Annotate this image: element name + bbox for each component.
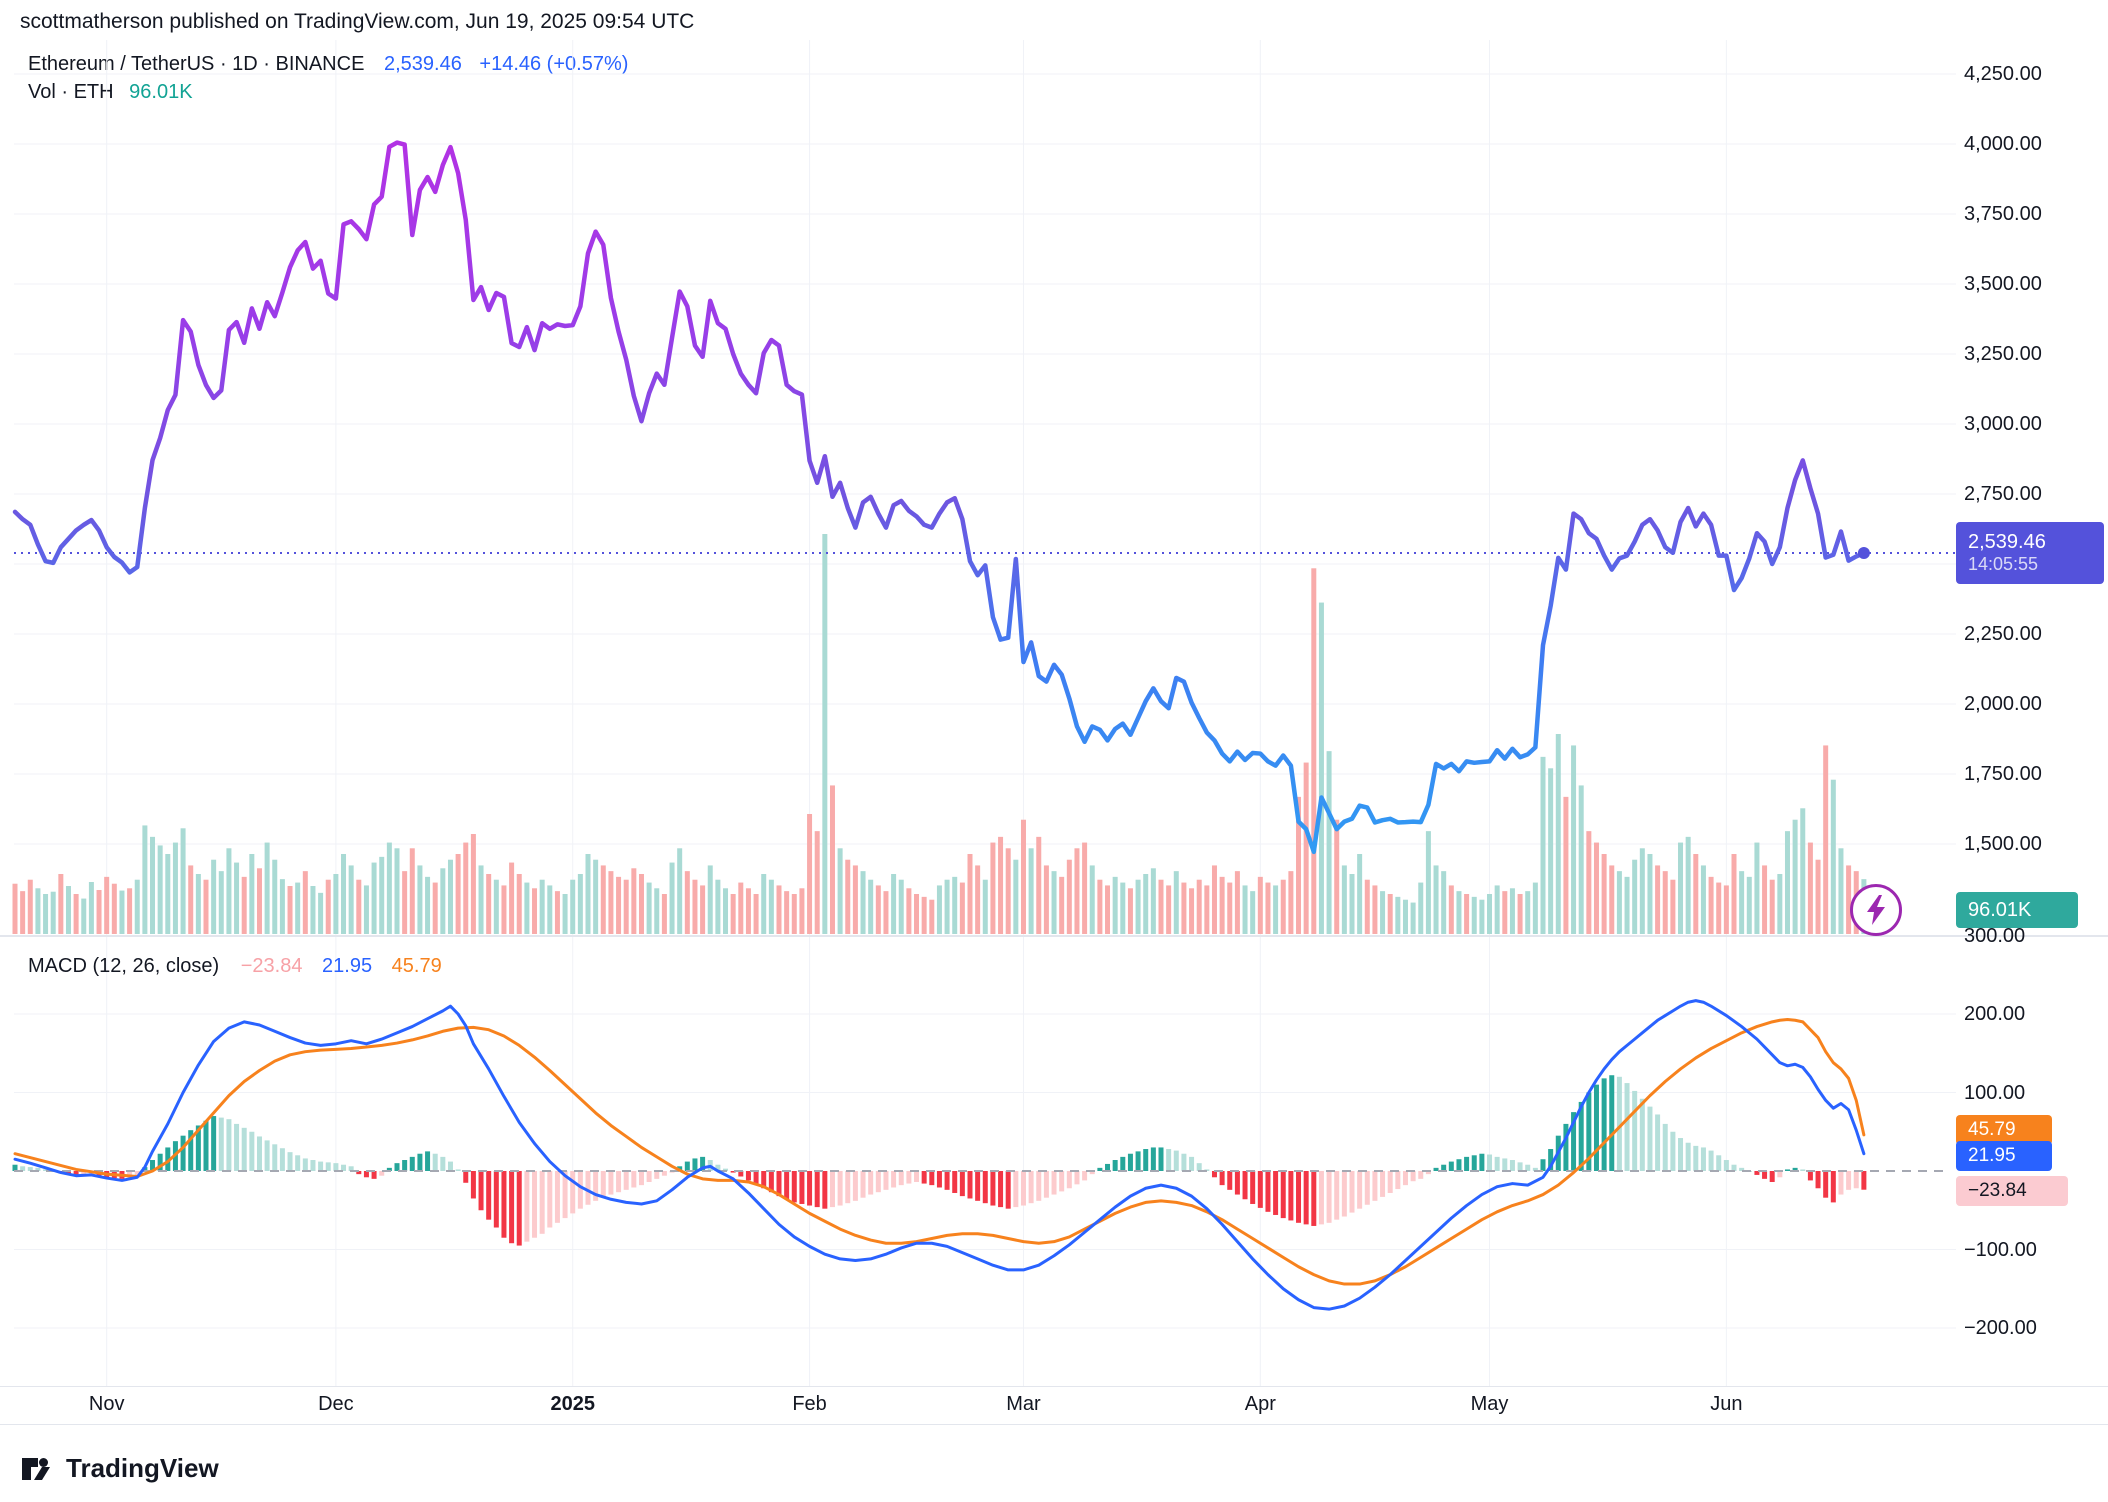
macd-line-value: 21.95 bbox=[322, 955, 373, 977]
macd-signal-value: 45.79 bbox=[391, 955, 442, 977]
price-axis-label: 2,750.00 bbox=[1964, 483, 2042, 505]
price-axis-label: 4,000.00 bbox=[1964, 133, 2042, 155]
tradingview-logo[interactable]: TradingView bbox=[20, 1450, 219, 1486]
volume-value: 96.01K bbox=[129, 81, 193, 103]
price-axis-label: 3,000.00 bbox=[1964, 413, 2042, 435]
time-axis-label: Apr bbox=[1244, 1393, 1276, 1415]
brand-name: TradingView bbox=[66, 1452, 219, 1483]
price-axis-label: 1,750.00 bbox=[1964, 763, 2042, 785]
price-axis-label: 2,250.00 bbox=[1964, 623, 2042, 645]
time-axis-label: May bbox=[1470, 1393, 1509, 1415]
price-change: +14.46 (+0.57%) bbox=[479, 53, 629, 75]
price-axis-label: 3,250.00 bbox=[1964, 343, 2042, 365]
macd-legend: MACD (12, 26, close) −23.84 21.95 45.79 bbox=[28, 955, 442, 978]
volume-badge: 96.01K bbox=[1956, 892, 2078, 928]
tradingview-logo-icon bbox=[22, 1458, 50, 1480]
time-axis-label: Mar bbox=[1006, 1393, 1041, 1415]
time-axis-top-border bbox=[0, 1386, 2108, 1387]
macd-axis-label: 300.00 bbox=[1964, 924, 2026, 947]
time-axis-label: 2025 bbox=[550, 1393, 595, 1415]
macd-axis-label: −100.00 bbox=[1964, 1238, 2037, 1261]
time-axis-label: Feb bbox=[792, 1393, 827, 1415]
publish-header: scottmatherson published on TradingView.… bbox=[20, 10, 695, 33]
time-axis-label: Nov bbox=[88, 1393, 125, 1415]
chart-legend: Ethereum / TetherUS · 1D · BINANCE 2,539… bbox=[28, 52, 628, 108]
price-axis-label: 3,500.00 bbox=[1964, 273, 2042, 295]
last-price: 2,539.46 bbox=[383, 53, 462, 75]
time-axis-label: Dec bbox=[318, 1393, 354, 1415]
macd-hist-value: −23.84 bbox=[240, 955, 303, 977]
macd-title[interactable]: MACD (12, 26, close) bbox=[28, 955, 220, 977]
macd-axis-label: 100.00 bbox=[1964, 1081, 2026, 1104]
last-price-badge: 2,539.46 14:05:55 bbox=[1956, 522, 2104, 584]
time-axis-bottom-border bbox=[0, 1424, 2108, 1425]
volume-label[interactable]: Vol · ETH bbox=[28, 81, 114, 103]
price-axis-label: 1,500.00 bbox=[1964, 833, 2042, 855]
price-axis-label: 2,000.00 bbox=[1964, 693, 2042, 715]
time-axis-label: Jun bbox=[1710, 1393, 1743, 1415]
macd-hist-badge: −23.84 bbox=[1956, 1176, 2068, 1206]
macd-line-badge: 21.95 bbox=[1956, 1141, 2052, 1171]
macd-axis-label: 200.00 bbox=[1964, 1003, 2026, 1025]
macd-signal-badge: 45.79 bbox=[1956, 1115, 2052, 1145]
lightning-icon bbox=[1867, 895, 1885, 925]
countdown-timer: 14:05:55 bbox=[1968, 554, 2039, 574]
macd-axis-label: −200.00 bbox=[1964, 1317, 2037, 1339]
price-axis-label: 4,250.00 bbox=[1964, 63, 2042, 85]
price-axis-label: 3,750.00 bbox=[1964, 203, 2042, 225]
symbol-title[interactable]: Ethereum / TetherUS · 1D · BINANCE bbox=[28, 53, 365, 75]
boost-button[interactable] bbox=[1850, 884, 1902, 936]
